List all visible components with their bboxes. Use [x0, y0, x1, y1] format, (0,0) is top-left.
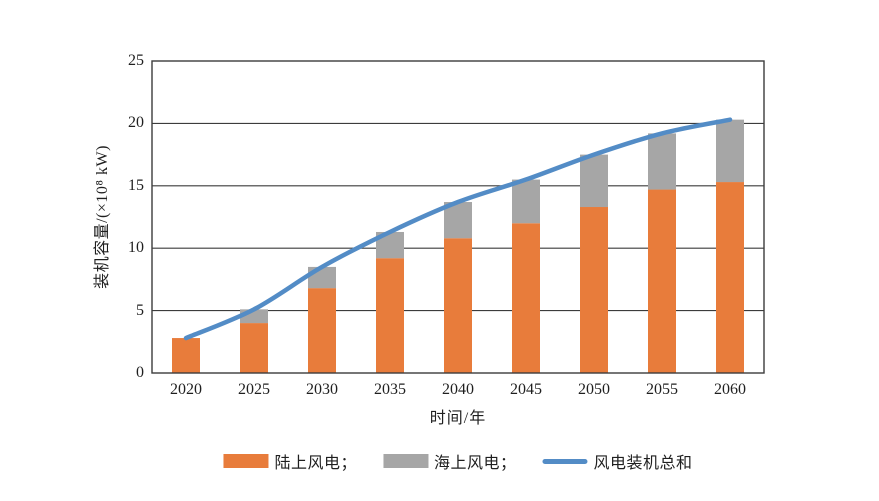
bar-offshore-2030	[308, 266, 336, 289]
y-tick-label: 10	[128, 239, 144, 257]
y-tick-label: 5	[136, 301, 144, 319]
x-tick-label: 2020	[170, 381, 202, 398]
bar-onshore-2040	[444, 238, 472, 373]
bar-onshore-2060	[716, 182, 744, 373]
x-tick-label: 2025	[238, 381, 270, 398]
y-axis-title: 装机容量/(×10⁸ kW)	[94, 145, 111, 289]
bar-offshore-2055	[648, 133, 676, 190]
legend-label-offshore: 海上风电；	[433, 455, 517, 472]
bar-onshore-2045	[512, 223, 540, 373]
bar-onshore-2055	[648, 189, 676, 373]
x-tick-label: 2050	[578, 381, 610, 398]
bar-onshore-2025	[240, 323, 268, 373]
x-tick-label: 2055	[646, 381, 678, 398]
onshore-bar-swatch	[223, 454, 269, 468]
bar-offshore-2050	[580, 154, 608, 208]
bar-onshore-2035	[376, 258, 404, 373]
total-line-swatch	[542, 458, 588, 464]
bar-onshore-2020	[172, 338, 200, 373]
x-tick-label: 2035	[374, 381, 406, 398]
x-axis-title: 时间/年	[429, 410, 487, 427]
offshore-bar-swatch	[382, 454, 428, 468]
x-tick-label: 2045	[510, 381, 542, 398]
bar-onshore-2050	[580, 207, 608, 373]
chart-plot-svg	[151, 60, 765, 374]
y-tick-label: 15	[128, 176, 144, 194]
bar-onshore-2030	[308, 288, 336, 373]
bar-offshore-2045	[512, 179, 540, 224]
legend-label-total: 风电装机总和	[593, 455, 693, 472]
legend-item-total: 风电装机总和	[542, 449, 693, 473]
y-tick-label: 20	[128, 114, 144, 132]
legend-item-onshore: 陆上风电；	[223, 449, 357, 473]
total-line	[183, 117, 733, 341]
y-tick-label: 0	[136, 364, 144, 381]
plot-border	[151, 60, 765, 374]
legend-item-offshore: 海上风电；	[382, 449, 517, 473]
legend: 陆上风电； 海上风电； 风电装机总和	[223, 449, 692, 473]
plot-area	[151, 60, 765, 374]
legend-label-onshore: 陆上风电；	[274, 455, 357, 472]
x-tick-label: 2030	[306, 381, 338, 398]
x-tick-label: 2040	[442, 381, 474, 398]
bar-offshore-2060	[716, 119, 744, 183]
x-tick-label: 2060	[714, 381, 746, 398]
y-tick-label: 25	[128, 52, 144, 69]
